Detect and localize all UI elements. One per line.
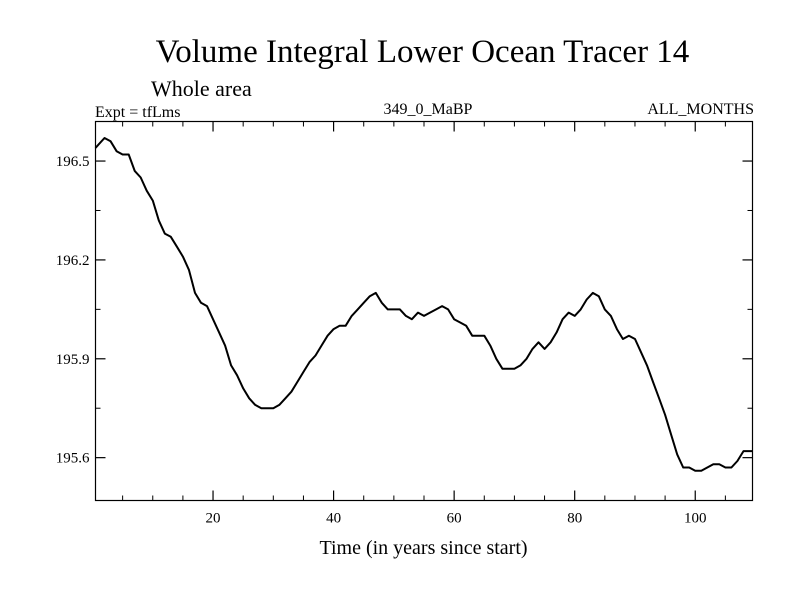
plot-frame [94, 120, 754, 502]
x-tick-label: 80 [567, 511, 582, 527]
y-tick-label: 196.2 [56, 253, 90, 269]
series-line [94, 137, 753, 472]
experiment-label: Expt = tfLms [95, 104, 181, 121]
period-label: 349_0_MaBP [383, 101, 473, 118]
axis-tick-labels: 20 40 60 80 100 195.6 195.9 196.2 196.5 [56, 154, 707, 526]
x-axis-label: Time (in years since start) [319, 537, 528, 559]
y-tick-label: 196.5 [56, 154, 90, 170]
months-label: ALL_MONTHS [647, 101, 754, 118]
y-tick-label: 195.9 [56, 352, 90, 368]
chart-subtitle: Whole area [151, 76, 252, 101]
x-tick-label: 60 [447, 511, 462, 527]
x-tick-label: 20 [206, 511, 221, 527]
y-tick-label: 195.6 [56, 451, 90, 467]
x-tick-label: 40 [326, 511, 341, 527]
x-tick-label: 100 [684, 511, 707, 527]
chart-title: Volume Integral Lower Ocean Tracer 14 [155, 34, 690, 70]
axis-ticks [95, 121, 753, 501]
